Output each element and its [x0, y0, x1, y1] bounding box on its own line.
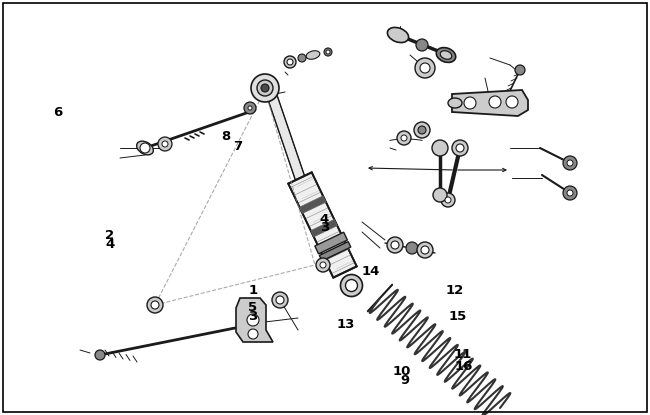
Circle shape [387, 237, 403, 253]
Text: 10: 10 [393, 365, 411, 378]
Circle shape [326, 50, 330, 54]
Circle shape [563, 156, 577, 170]
Text: 16: 16 [455, 359, 473, 373]
Circle shape [324, 48, 332, 56]
Circle shape [158, 137, 172, 151]
Text: 3: 3 [248, 310, 257, 323]
Circle shape [272, 292, 288, 308]
Ellipse shape [136, 141, 153, 155]
Circle shape [248, 329, 258, 339]
Polygon shape [265, 88, 305, 180]
Text: 1: 1 [248, 284, 257, 297]
Polygon shape [236, 298, 273, 342]
Polygon shape [311, 220, 337, 237]
Circle shape [401, 135, 407, 141]
Ellipse shape [436, 48, 456, 62]
Circle shape [244, 102, 256, 114]
Circle shape [464, 97, 476, 109]
Circle shape [341, 275, 363, 297]
Circle shape [397, 131, 411, 145]
Ellipse shape [306, 51, 320, 59]
Text: 12: 12 [446, 284, 464, 297]
Polygon shape [288, 172, 357, 278]
Circle shape [257, 80, 273, 96]
Circle shape [417, 242, 433, 258]
Circle shape [284, 56, 296, 68]
Text: 4: 4 [105, 238, 114, 251]
Polygon shape [300, 196, 326, 213]
Ellipse shape [440, 51, 452, 59]
Circle shape [261, 84, 269, 92]
Circle shape [445, 197, 451, 203]
Circle shape [415, 58, 435, 78]
Circle shape [441, 193, 455, 207]
Ellipse shape [448, 98, 462, 108]
Circle shape [251, 74, 279, 102]
Circle shape [151, 301, 159, 309]
Text: 15: 15 [448, 310, 467, 323]
Circle shape [567, 160, 573, 166]
Circle shape [248, 106, 252, 110]
Circle shape [162, 141, 168, 147]
Circle shape [316, 258, 330, 272]
Polygon shape [319, 242, 351, 261]
Text: 4: 4 [320, 212, 329, 226]
Polygon shape [452, 90, 528, 116]
Circle shape [406, 242, 418, 254]
Text: 5: 5 [248, 301, 257, 315]
Circle shape [432, 140, 448, 156]
Circle shape [320, 262, 326, 268]
Circle shape [489, 96, 501, 108]
Circle shape [276, 296, 284, 304]
Text: 2: 2 [105, 229, 114, 242]
Circle shape [452, 140, 468, 156]
Text: 7: 7 [233, 139, 242, 153]
Text: 11: 11 [454, 348, 472, 361]
Circle shape [140, 143, 150, 153]
Circle shape [456, 144, 464, 152]
Ellipse shape [387, 27, 409, 43]
Text: 8: 8 [221, 130, 230, 144]
Circle shape [287, 59, 293, 65]
Text: 6: 6 [53, 106, 62, 120]
Circle shape [418, 126, 426, 134]
Circle shape [433, 188, 447, 202]
Circle shape [506, 96, 518, 108]
Circle shape [247, 314, 259, 326]
Circle shape [95, 350, 105, 360]
Circle shape [391, 241, 399, 249]
Text: 9: 9 [400, 374, 410, 388]
Circle shape [567, 190, 573, 196]
Circle shape [414, 122, 430, 138]
Text: 14: 14 [361, 265, 380, 278]
Circle shape [515, 65, 525, 75]
Circle shape [298, 54, 306, 62]
Circle shape [563, 186, 577, 200]
Text: 13: 13 [337, 318, 355, 331]
Circle shape [416, 39, 428, 51]
Circle shape [420, 63, 430, 73]
Text: 3: 3 [320, 221, 329, 234]
Circle shape [147, 297, 163, 313]
Ellipse shape [265, 85, 278, 101]
Circle shape [346, 280, 358, 291]
Circle shape [421, 246, 429, 254]
Polygon shape [322, 243, 348, 260]
Polygon shape [315, 232, 348, 254]
